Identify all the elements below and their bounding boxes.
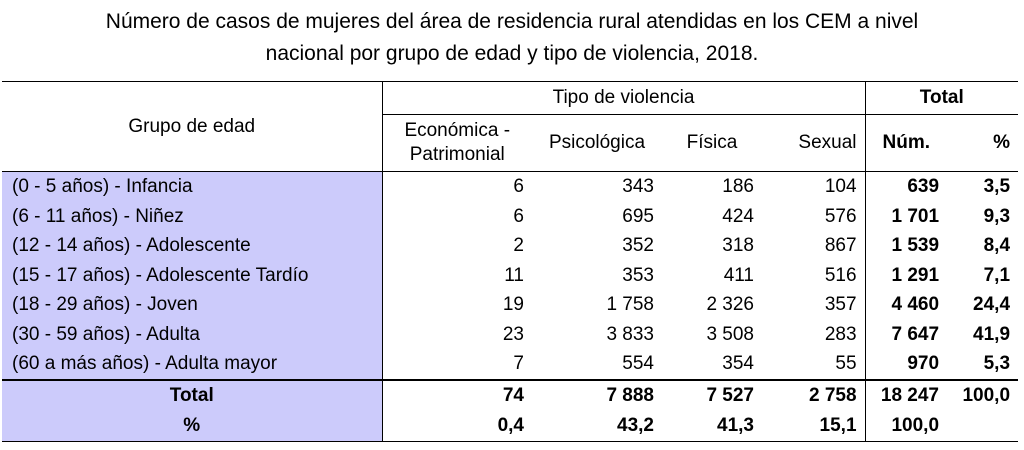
cell-fisica: 3 508 — [706, 323, 754, 345]
header-economica: Económica - Patrimonial — [382, 115, 532, 172]
percent-label: % — [2, 410, 383, 442]
header-pct: % — [993, 132, 1011, 153]
total-economica: 74 — [382, 378, 532, 411]
header-tipo-violencia: Tipo de violencia — [382, 81, 866, 115]
percent-sexual: 15,1 — [762, 410, 866, 442]
cell-sexual: 516 — [762, 260, 866, 290]
cell-fisica: 411 — [723, 264, 754, 286]
cell-economica: 6 — [513, 205, 524, 227]
cell-pct: 8,4 — [983, 235, 1011, 256]
cell-num: 970 — [907, 353, 940, 374]
header-num: Núm. — [882, 132, 931, 153]
cell-sexual: 357 — [762, 290, 866, 320]
row-grupo: (15 - 17 años) - Adolescente Tardío — [2, 260, 383, 290]
cell-sexual: 283 — [762, 319, 866, 349]
cell-psicologica: 695 — [622, 205, 654, 227]
cell-fisica: 354 — [722, 353, 754, 374]
cell-pct: 5,3 — [983, 353, 1011, 374]
violence-cases-table: Grupo de edad Tipo de violencia Total Ec… — [2, 81, 1019, 442]
cell-psicologica: 554 — [622, 353, 654, 374]
cell-pct: 9,3 — [983, 205, 1011, 227]
cell-economica: 23 — [502, 323, 524, 345]
header-fisica: Física — [686, 132, 738, 153]
table-row: (12 - 14 años) - Adolescente 2 352 318 8… — [2, 231, 1018, 261]
totals-row: Total 74 7 888 7 527 2 758 18 247 100,0 — [2, 378, 1019, 411]
cell-sexual: 104 — [762, 171, 866, 202]
header-grupo-edad: Grupo de edad — [2, 81, 383, 172]
row-grupo: (30 - 59 años) - Adulta — [2, 319, 383, 349]
header-economica-line2: Patrimonial — [409, 144, 505, 165]
cell-pct: 41,9 — [973, 323, 1011, 345]
cell-economica: 2 — [513, 235, 524, 256]
row-grupo: (0 - 5 años) - Infancia — [2, 171, 383, 202]
cell-num: 1 701 — [891, 205, 940, 227]
row-grupo: (18 - 29 años) - Joven — [2, 290, 383, 320]
cell-pct: 3,5 — [947, 171, 1019, 202]
table-row: (30 - 59 años) - Adulta 23 3 833 3 508 2… — [2, 319, 1018, 349]
cell-num: 4 460 — [891, 294, 940, 315]
table-row: (0 - 5 años) - Infancia 6 343 186 104 63… — [2, 171, 1019, 202]
percent-row: % 0,4 43,2 41,3 15,1 100,0 — [2, 410, 1019, 442]
total-pct: 100,0 — [947, 378, 1019, 411]
cell-psicologica: 352 — [622, 235, 654, 256]
percent-economica: 0,4 — [382, 410, 532, 442]
title-line-1: Número de casos de mujeres del área de r… — [105, 10, 919, 33]
header-row-2: Económica - Patrimonial Psicológica Físi… — [2, 114, 1018, 172]
cell-fisica: 186 — [662, 171, 762, 202]
total-sexual: 2 758 — [762, 378, 866, 411]
total-fisica: 7 527 — [662, 378, 762, 411]
totals-label: Total — [2, 378, 383, 411]
row-grupo: (12 - 14 años) - Adolescente — [2, 231, 383, 261]
header-economica-line1: Económica - — [404, 120, 511, 141]
header-sexual: Sexual — [762, 114, 866, 172]
table-row: (15 - 17 años) - Adolescente Tardío 11 3… — [2, 260, 1018, 290]
header-row-1: Grupo de edad Tipo de violencia Total — [2, 81, 1019, 172]
cell-sexual: 576 — [762, 201, 866, 231]
cell-economica: 6 — [382, 171, 532, 202]
cell-pct: 24,4 — [973, 294, 1011, 315]
cell-economica: 7 — [513, 353, 524, 374]
cell-fisica: 2 326 — [706, 294, 754, 315]
cell-economica: 19 — [502, 294, 524, 315]
total-num: 18 247 — [865, 378, 948, 411]
cell-psicologica: 3 833 — [606, 323, 654, 345]
cell-fisica: 424 — [722, 205, 754, 227]
table-row: (6 - 11 años) - Niñez 6 695 424 576 1 70… — [2, 201, 1018, 231]
percent-psicologica: 43,2 — [532, 410, 662, 442]
percent-pct — [947, 410, 1019, 442]
cell-psicologica: 353 — [622, 264, 654, 286]
table-row: (18 - 29 años) - Joven 19 1 758 2 326 35… — [2, 290, 1018, 320]
cell-fisica: 318 — [722, 235, 754, 256]
cell-sexual: 867 — [762, 231, 866, 261]
cell-num: 1 539 — [891, 235, 940, 256]
table-row: (60 a más años) - Adulta mayor 7 554 354… — [2, 349, 1018, 380]
header-psicologica: Psicológica — [548, 132, 646, 153]
percent-fisica: 41,3 — [662, 410, 762, 442]
cell-pct: 7,1 — [983, 264, 1011, 286]
title-line-2: nacional por grupo de edad y tipo de vio… — [265, 42, 759, 65]
cell-psicologica: 343 — [532, 171, 662, 202]
percent-num: 100,0 — [865, 410, 948, 442]
cell-economica: 11 — [504, 264, 524, 286]
row-grupo: (6 - 11 años) - Niñez — [2, 201, 383, 231]
cell-num: 7 647 — [891, 323, 940, 345]
row-grupo: (60 a más años) - Adulta mayor — [2, 349, 383, 380]
table-title: Número de casos de mujeres del área de r… — [0, 6, 1024, 70]
header-total: Total — [865, 81, 1019, 115]
cell-psicologica: 1 758 — [606, 294, 654, 315]
total-psicologica: 7 888 — [532, 378, 662, 411]
cell-num: 1 291 — [891, 264, 940, 286]
cell-num: 639 — [865, 171, 948, 202]
cell-sexual: 55 — [762, 349, 866, 380]
